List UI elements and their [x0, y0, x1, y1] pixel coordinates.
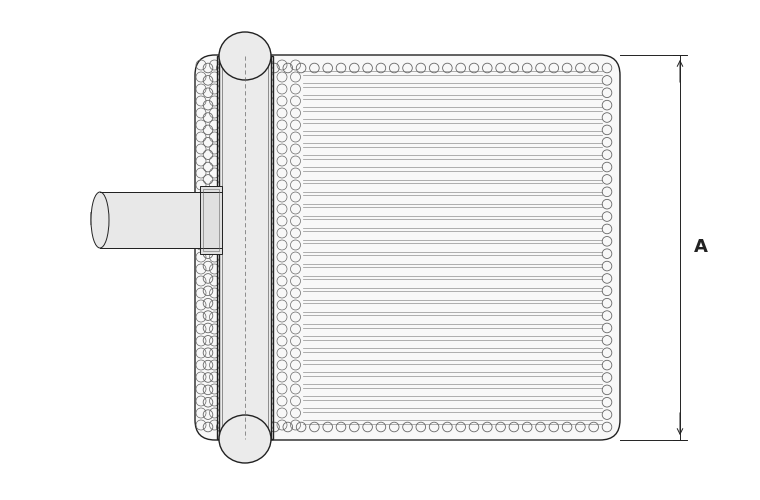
Ellipse shape: [219, 32, 271, 80]
Ellipse shape: [219, 415, 271, 463]
Bar: [203, 189, 219, 251]
Bar: [200, 186, 222, 254]
Bar: [219, 56, 271, 439]
Text: A: A: [694, 238, 708, 256]
FancyBboxPatch shape: [195, 55, 620, 440]
Bar: [100, 192, 222, 248]
Bar: [217, 56, 273, 439]
Bar: [222, 55, 268, 440]
Ellipse shape: [91, 192, 109, 248]
Text: K: K: [88, 211, 102, 229]
